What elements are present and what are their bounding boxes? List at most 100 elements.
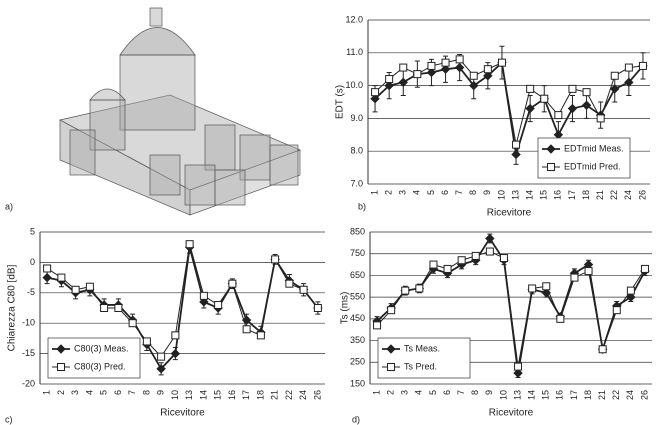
x-tick-label: 16 [553, 190, 563, 200]
data-point [569, 85, 576, 92]
x-tick-label: 9 [156, 390, 166, 395]
data-point [400, 64, 407, 71]
data-point [402, 287, 409, 294]
x-tick-label: 21 [597, 390, 607, 400]
data-point [486, 248, 493, 255]
data-point [571, 274, 578, 281]
data-point [416, 285, 423, 292]
x-tick-label: 26 [312, 390, 322, 400]
x-tick-label: 14 [527, 390, 537, 400]
data-point [300, 286, 307, 293]
data-point [399, 78, 407, 86]
legend-label: Ts Meas. [404, 343, 440, 353]
x-axis-label: Ricevitore [489, 408, 534, 419]
x-tick-label: 15 [541, 390, 551, 400]
data-point [442, 59, 449, 66]
x-tick-label: 4 [412, 190, 422, 195]
x-tick-label: 22 [284, 390, 294, 400]
x-tick-label: 26 [639, 390, 649, 400]
x-tick-label: 2 [384, 190, 394, 195]
x-tick-label: 16 [555, 390, 565, 400]
y-tick-label: 11.0 [346, 47, 363, 57]
x-tick-label: 24 [625, 390, 635, 400]
data-point [541, 95, 548, 102]
x-axis-label: Ricevitore [160, 408, 205, 419]
data-point [430, 261, 437, 268]
data-point [529, 285, 536, 292]
data-point [555, 112, 562, 119]
x-tick-label: 4 [84, 390, 94, 395]
x-axis-label: Ricevitore [487, 208, 532, 219]
panel-label: d) [352, 414, 360, 424]
data-point [101, 305, 108, 312]
x-tick-label: 13 [512, 390, 522, 400]
data-point [243, 326, 250, 333]
data-point [186, 241, 193, 248]
x-tick-label: 1 [369, 190, 379, 195]
x-tick-label: 8 [141, 390, 151, 395]
data-point [554, 131, 562, 139]
data-point [527, 85, 534, 92]
data-point [172, 332, 179, 339]
x-tick-label: 6 [440, 190, 450, 195]
y-axis-label: EDT (s) [335, 85, 346, 119]
y-tick-label: 850 [350, 226, 365, 236]
x-tick-label: 2 [386, 390, 396, 395]
x-tick-label: 26 [637, 190, 647, 200]
data-point [314, 305, 321, 312]
x-tick-label: 18 [255, 390, 265, 400]
x-tick-label: 14 [198, 390, 208, 400]
data-point [129, 320, 136, 327]
y-tick-label: 650 [350, 270, 365, 280]
x-tick-label: 17 [241, 390, 251, 400]
data-point [543, 283, 550, 290]
x-tick-label: 13 [184, 390, 194, 400]
legend-label: EDTmid Meas. [564, 143, 624, 153]
data-point [472, 252, 479, 259]
x-tick-label: 4 [414, 390, 424, 395]
y-tick-label: 9.0 [350, 113, 363, 123]
x-tick-label: 17 [569, 390, 579, 400]
data-point [257, 332, 264, 339]
y-axis-label: Chiarezza C80 [dB] [7, 264, 18, 351]
y-tick-label: 750 [350, 248, 365, 258]
data-point [597, 115, 604, 122]
x-tick-label: 9 [484, 390, 494, 395]
data-point [374, 322, 381, 329]
data-point [58, 274, 65, 281]
y-tick-label: 12.0 [345, 14, 363, 24]
data-point [444, 265, 451, 272]
y-tick-label: 10.0 [345, 80, 363, 90]
data-point [568, 105, 576, 113]
y-tick-label: 0 [30, 257, 35, 267]
data-point [372, 89, 379, 96]
x-tick-label: 21 [270, 390, 280, 400]
data-point [599, 346, 606, 353]
panel-label: c) [5, 414, 13, 424]
legend-label: EDTmid Pred. [564, 161, 621, 171]
x-tick-label: 13 [510, 190, 520, 200]
data-point [500, 255, 507, 262]
figure: a) b)7.08.09.010.011.012.0EDT (s)1234567… [0, 0, 662, 425]
data-point [200, 292, 207, 299]
data-point [458, 257, 465, 264]
x-tick-label: 8 [468, 190, 478, 195]
legend-marker [58, 364, 65, 371]
data-point [215, 301, 222, 308]
data-point [386, 76, 393, 83]
x-tick-label: 22 [611, 390, 621, 400]
data-point [428, 62, 435, 69]
y-tick-label: -15 [22, 348, 35, 358]
x-tick-label: 5 [428, 390, 438, 395]
data-point [286, 280, 293, 287]
x-tick-label: 14 [525, 190, 535, 200]
panel-label: b) [358, 201, 366, 211]
x-tick-label: 21 [595, 190, 605, 200]
x-tick-label: 10 [170, 390, 180, 400]
data-point [470, 72, 477, 79]
x-tick-label: 10 [498, 390, 508, 400]
y-tick-label: -20 [22, 378, 35, 388]
y-tick-label: 350 [350, 335, 365, 345]
x-tick-label: 7 [456, 390, 466, 395]
x-tick-label: 6 [113, 390, 123, 395]
